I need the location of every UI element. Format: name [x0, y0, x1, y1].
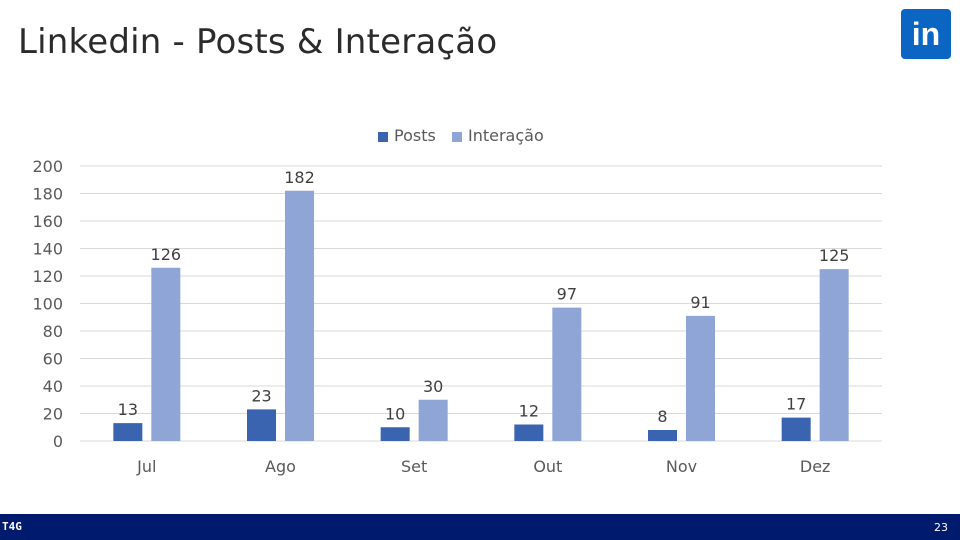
data-label-interacao: 125	[819, 246, 850, 265]
data-label-posts: 8	[657, 407, 667, 426]
linkedin-logo-icon: in	[901, 9, 951, 59]
legend-swatch-posts	[378, 132, 388, 142]
y-tick-label: 40	[43, 377, 63, 396]
legend-label-interacao: Interação	[468, 126, 544, 145]
bar-posts	[781, 417, 811, 441]
x-tick-label: Out	[533, 457, 562, 476]
data-label-interacao: 182	[284, 168, 315, 187]
bar-interacao	[552, 307, 582, 441]
data-label-posts: 23	[251, 386, 271, 405]
bar-interacao	[151, 267, 181, 441]
x-tick-label: Jul	[136, 457, 156, 476]
y-tick-label: 200	[32, 157, 63, 176]
legend-label-posts: Posts	[394, 126, 436, 145]
legend-swatch-interacao	[452, 132, 462, 142]
bar-posts	[648, 430, 677, 441]
bar-interacao	[686, 315, 715, 441]
bar-posts	[514, 424, 544, 441]
footer-logo: T4G	[2, 520, 22, 533]
data-label-posts: 17	[786, 395, 806, 414]
x-tick-label: Set	[401, 457, 427, 476]
bar-posts	[113, 423, 143, 441]
y-tick-label: 160	[32, 212, 63, 231]
data-label-posts: 12	[519, 402, 539, 421]
bar-chart: 0 20 40 60 80 100 120 140 160 180 200 Jul 13 126 Ago 23…	[32, 157, 882, 476]
footer-bar: T4G 23	[0, 514, 960, 540]
x-tick-label: Dez	[800, 457, 831, 476]
bar-posts	[247, 409, 276, 441]
data-label-posts: 13	[118, 400, 138, 419]
data-label-interacao: 30	[423, 377, 443, 396]
slide-title: Linkedin - Posts & Interação	[18, 22, 498, 62]
page-number: 23	[934, 521, 948, 534]
linkedin-logo-text: in	[911, 16, 941, 52]
data-label-interacao: 97	[557, 285, 577, 304]
bar-interacao	[418, 399, 448, 441]
chart-legend: Posts Interação	[0, 126, 960, 148]
y-tick-label: 140	[32, 240, 63, 259]
data-label-interacao: 91	[690, 293, 710, 312]
bar-interacao	[819, 269, 849, 441]
x-tick-label: Ago	[265, 457, 296, 476]
x-tick-label: Nov	[666, 457, 697, 476]
data-label-posts: 10	[385, 404, 405, 423]
y-tick-label: 60	[43, 350, 63, 369]
y-tick-label: 80	[43, 322, 63, 341]
bar-posts	[380, 427, 410, 441]
y-tick-label: 100	[32, 295, 63, 314]
y-tick-label: 0	[53, 432, 63, 451]
y-tick-label: 120	[32, 267, 63, 286]
y-tick-label: 180	[32, 185, 63, 204]
data-label-interacao: 126	[151, 245, 182, 264]
y-tick-label: 20	[43, 405, 63, 424]
bar-interacao	[285, 190, 314, 441]
